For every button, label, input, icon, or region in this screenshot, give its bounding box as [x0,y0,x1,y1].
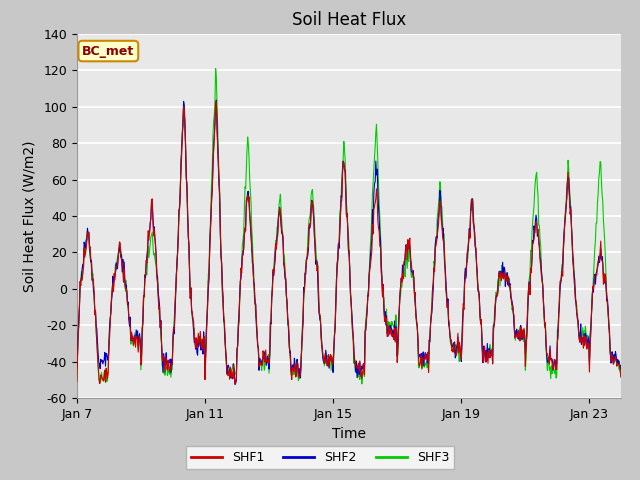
SHF2 [490,322,498,328]
SHF2 [356,359,364,365]
SHF1 [147,220,154,226]
SHF3 [490,324,498,329]
X-axis label: Time: Time [332,427,366,441]
SHF3 [402,256,410,262]
SHF3 [147,240,154,246]
SHF1 [490,324,498,330]
SHF1 [183,180,191,186]
SHF3 [358,381,365,387]
Legend: SHF1, SHF2, SHF3: SHF1, SHF2, SHF3 [186,446,454,469]
SHF2 [135,336,143,342]
SHF1 [73,379,81,384]
SHF2 [212,97,220,103]
SHF1 [356,358,364,364]
SHF1 [617,374,625,380]
SHF2 [73,365,81,371]
SHF1 [135,338,143,344]
SHF3 [212,66,220,72]
SHF2 [402,242,410,248]
Line: SHF1: SHF1 [77,102,621,384]
SHF3 [183,188,191,194]
SHF3 [355,370,363,376]
SHF2 [617,367,625,373]
Y-axis label: Soil Heat Flux (W/m2): Soil Heat Flux (W/m2) [22,140,36,292]
SHF1 [402,244,410,250]
SHF3 [617,363,625,369]
Line: SHF2: SHF2 [77,100,621,384]
SHF2 [183,184,191,190]
SHF1 [212,99,220,105]
SHF3 [135,333,143,338]
SHF2 [231,382,239,387]
Text: BC_met: BC_met [82,45,134,58]
SHF2 [147,220,154,226]
Title: Soil Heat Flux: Soil Heat Flux [292,11,406,29]
SHF1 [231,381,239,386]
SHF3 [73,376,81,382]
Line: SHF3: SHF3 [77,69,621,384]
